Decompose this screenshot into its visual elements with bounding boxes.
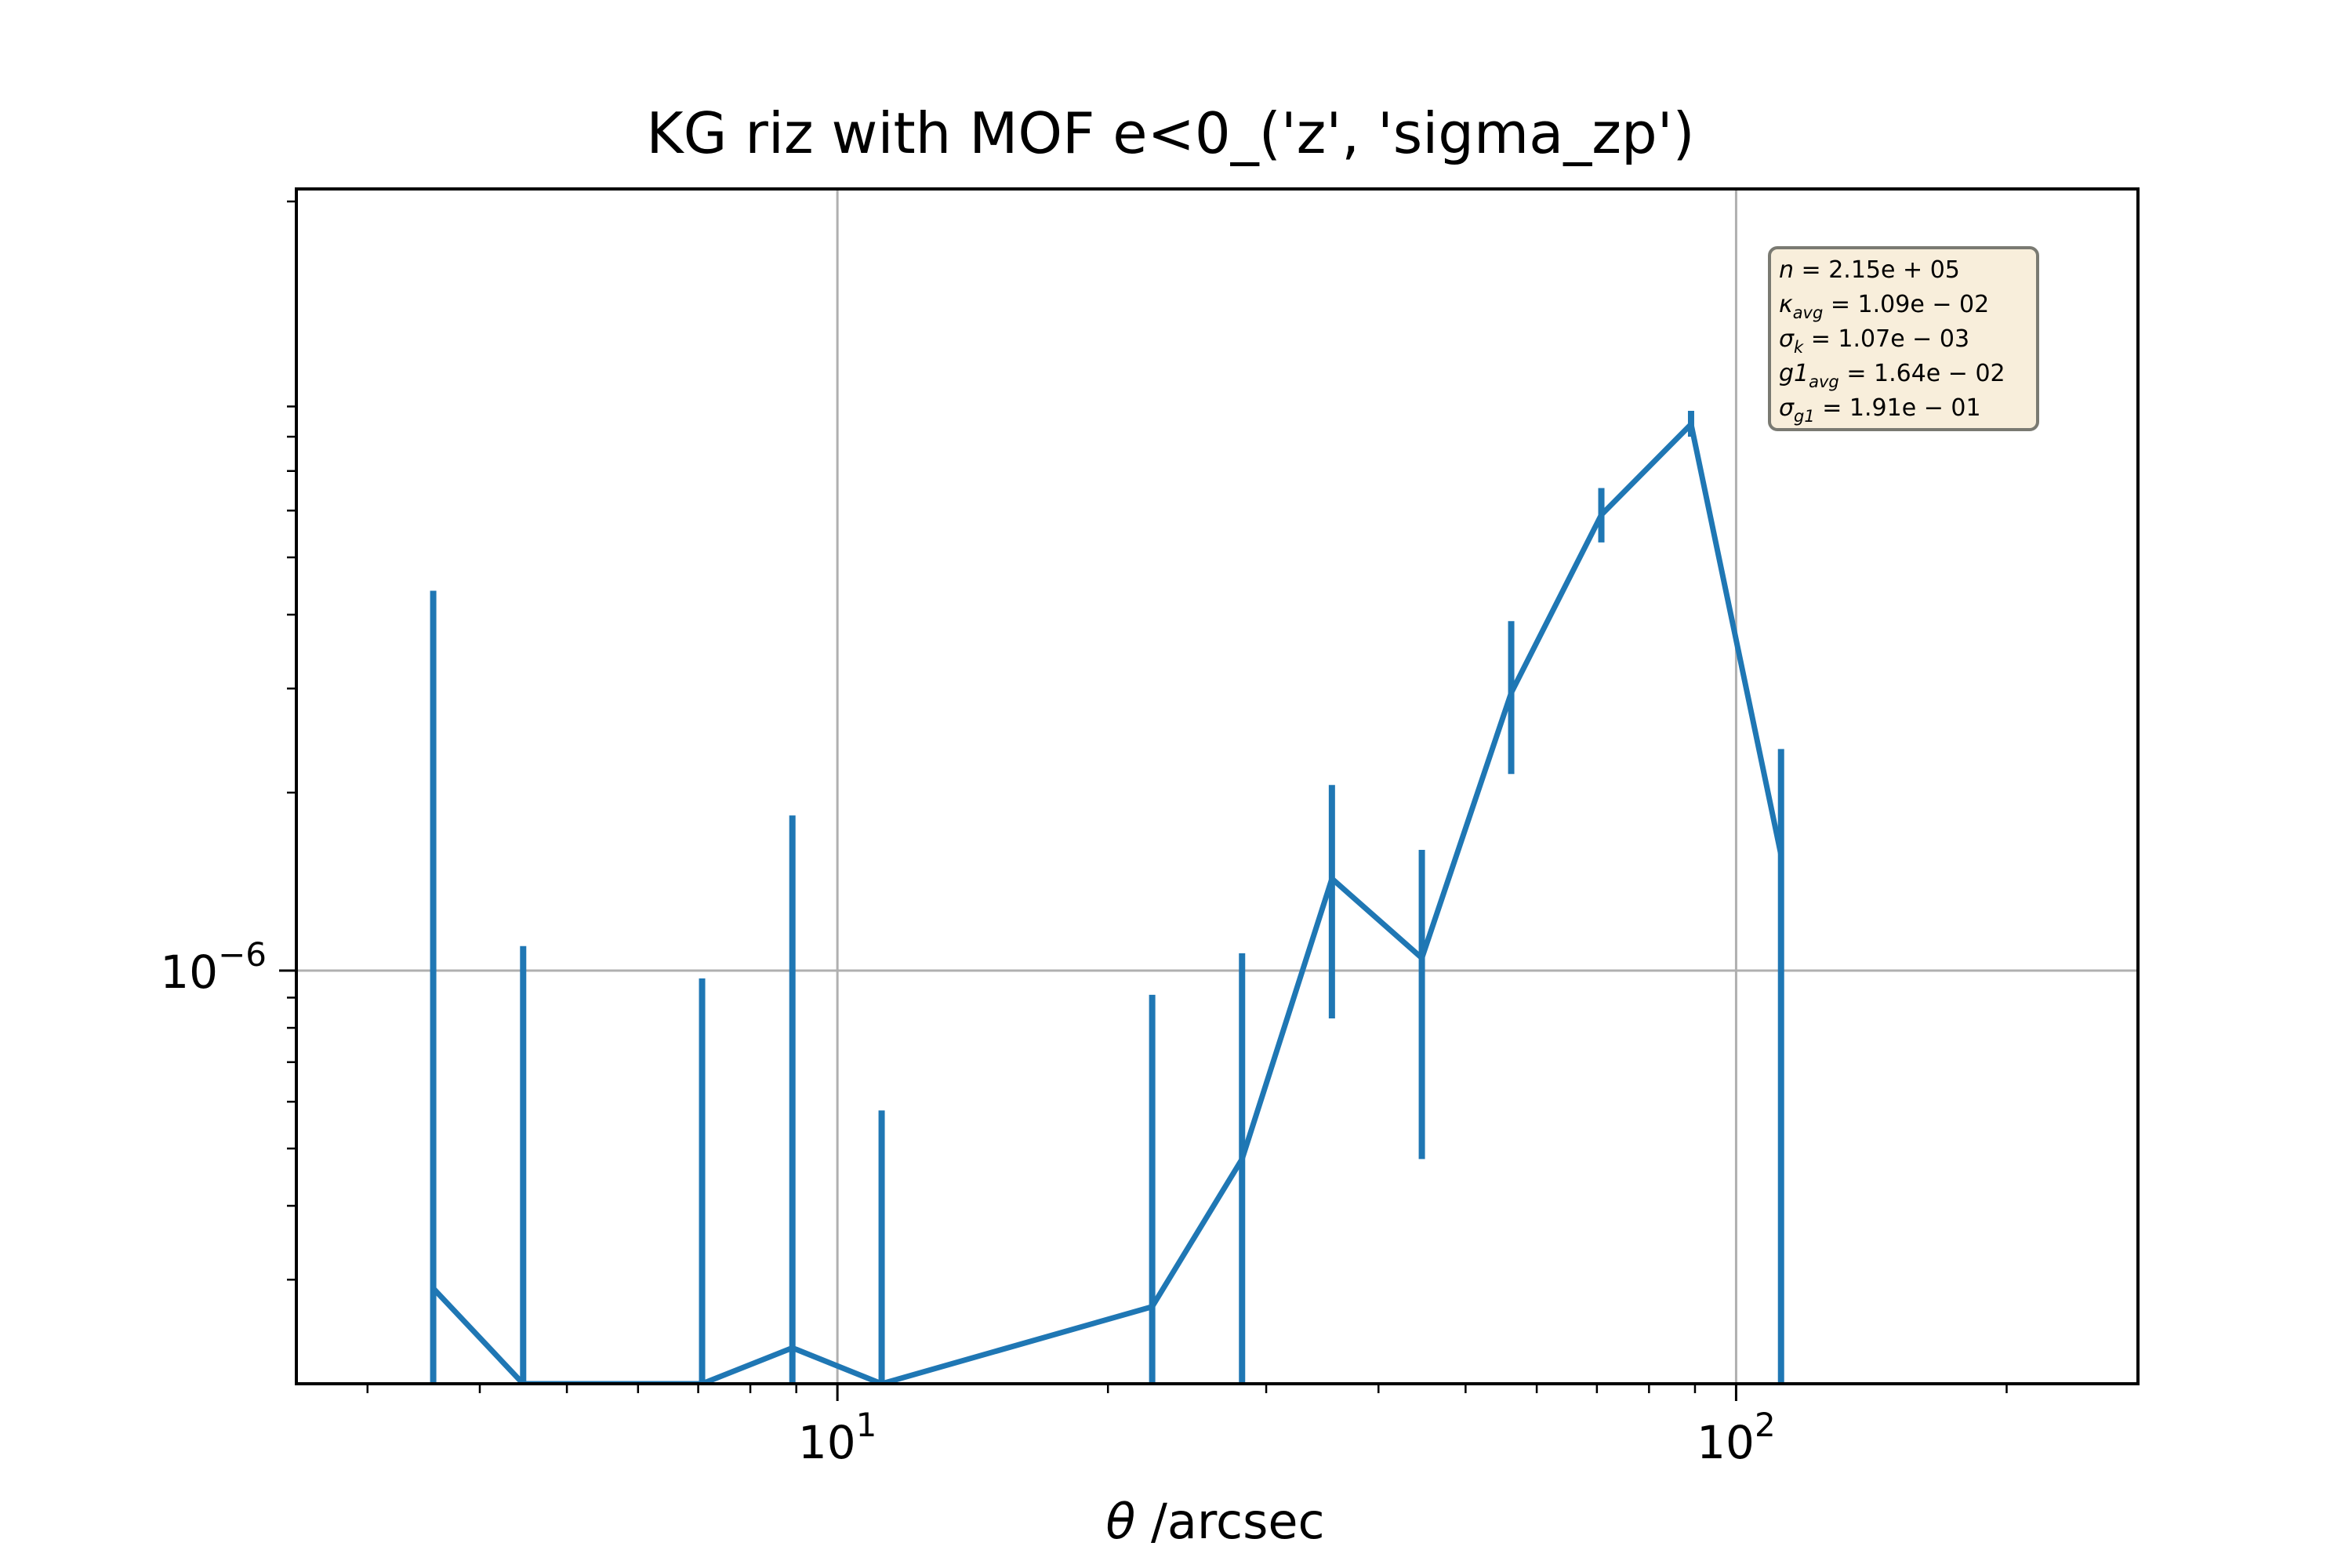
stats-line-1: κavg = 1.09e − 02: [1779, 291, 1989, 322]
y-tick-label-0: 10−6: [160, 935, 267, 999]
plot-area-frame: [295, 187, 2140, 1385]
stats-line-3: g1avg = 1.64e − 02: [1779, 360, 2005, 391]
stats-line-2: σk = 1.07e − 03: [1779, 325, 1969, 357]
grid-lines: [296, 189, 2138, 1384]
x-axis-label: θ /arcsec: [1105, 1493, 1324, 1550]
stats-line-4: σg1 = 1.91e − 01: [1779, 394, 1981, 426]
stats-box-background: [1768, 246, 2039, 431]
x-axis-label-symbol: θ: [1105, 1493, 1135, 1550]
x-tick-label-0: 101: [798, 1406, 877, 1469]
minor-ticks: [287, 200, 2008, 1393]
series-line-group: [431, 421, 1784, 1384]
x-axis-label-text: /arcsec: [1135, 1493, 1324, 1550]
series-line: [431, 421, 1784, 1384]
stats-line-0: n = 2.15e + 05: [1779, 256, 1960, 284]
x-tick-label-1: 102: [1697, 1406, 1776, 1469]
error-bars: [430, 410, 1784, 1384]
major-ticks: [279, 969, 1737, 1401]
chart-title: KG riz with MOF e<0_('z', 'sigma_zp'): [646, 100, 1694, 166]
tick-labels: 101 102 10−6: [160, 935, 1775, 1469]
